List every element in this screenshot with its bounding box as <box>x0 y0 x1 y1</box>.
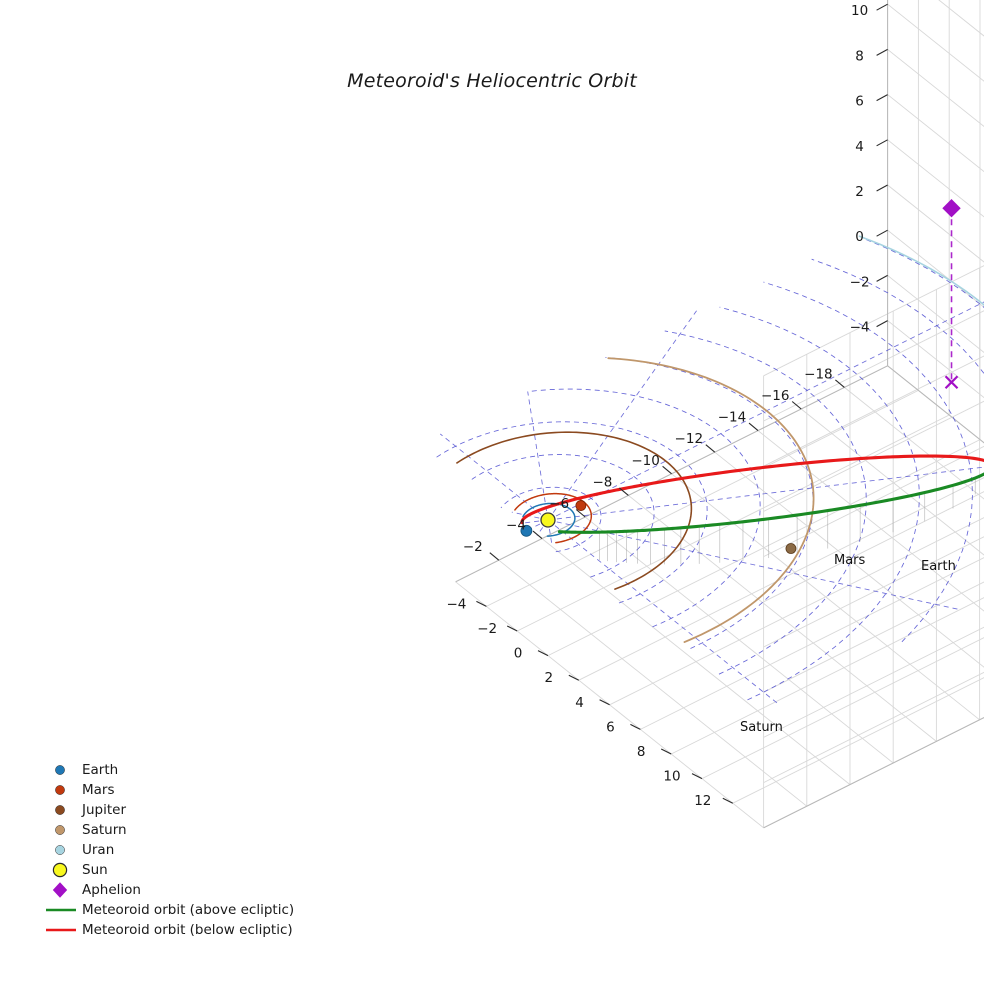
polar-grid <box>436 238 984 705</box>
tick-label: −2 <box>477 621 497 637</box>
legend-label: Mars <box>82 782 115 798</box>
legend-item[interactable]: Meteoroid orbit (above ecliptic) <box>46 902 294 918</box>
tick-label: 8 <box>637 744 646 760</box>
tick-label: 4 <box>575 695 584 711</box>
legend-item[interactable]: Saturn <box>55 822 127 838</box>
axis-ticks: −18−16−14−12−10−8−6−4−2−4−20246810121210… <box>446 3 888 809</box>
meteoroid-orbit <box>520 454 984 534</box>
tick-label: 12 <box>694 793 711 809</box>
legend-item[interactable]: Jupiter <box>55 802 126 818</box>
page-title: Meteoroid's Heliocentric Orbit <box>347 70 637 92</box>
legend-label: Uran <box>82 842 114 858</box>
tick-label: −18 <box>804 366 833 382</box>
legend-marker-dot <box>55 845 65 855</box>
legend-item[interactable]: Sun <box>52 862 108 878</box>
legend-marker-dot <box>55 825 65 835</box>
solar-bodies: Earth Mars Saturn <box>520 199 961 735</box>
legend-label: Saturn <box>82 822 127 838</box>
legend[interactable]: Earth Mars Jupiter Saturn Uran Sun Aphelion Met… <box>46 762 294 938</box>
tick-label: 6 <box>855 94 864 110</box>
tick-label: 0 <box>514 646 523 662</box>
orbit-drop-lines <box>599 478 976 565</box>
legend-label: Aphelion <box>82 882 141 898</box>
tick-label: 0 <box>855 229 864 245</box>
legend-marker-dot <box>55 765 65 775</box>
legend-item[interactable]: Earth <box>55 762 118 778</box>
tick-label: −4 <box>850 320 870 336</box>
legend-item[interactable]: Aphelion <box>52 882 141 898</box>
tick-label: 6 <box>606 719 615 735</box>
legend-item[interactable]: Mars <box>55 782 115 798</box>
legend-marker-dot <box>55 785 65 795</box>
legend-marker-dot <box>55 805 65 815</box>
tick-label: −4 <box>446 596 466 612</box>
axes-panes <box>455 0 984 829</box>
legend-label: Earth <box>82 762 118 778</box>
tick-label: −16 <box>761 388 790 404</box>
legend-item[interactable]: Uran <box>55 842 114 858</box>
tick-label: −10 <box>631 453 660 469</box>
legend-label: Meteoroid orbit (below ecliptic) <box>82 922 293 938</box>
tick-label: −2 <box>463 539 483 555</box>
legend-marker-sun <box>52 862 68 878</box>
tick-label: −12 <box>675 431 704 447</box>
tick-label: 2 <box>855 184 864 200</box>
tick-label: 8 <box>855 48 864 64</box>
tick-label: −6 <box>549 496 569 512</box>
tick-label: 4 <box>855 139 864 155</box>
legend-item[interactable]: Meteoroid orbit (below ecliptic) <box>46 922 293 938</box>
tick-label: 10 <box>851 3 868 19</box>
tick-label: −8 <box>592 474 612 490</box>
label-mars: Mars <box>834 553 866 568</box>
legend-marker-diamond <box>52 882 68 898</box>
tick-label: 10 <box>663 769 680 785</box>
label-saturn: Saturn <box>740 720 783 735</box>
tick-label: 2 <box>545 670 554 686</box>
legend-label: Sun <box>82 862 108 878</box>
tick-label: −4 <box>506 518 526 534</box>
legend-label: Jupiter <box>81 802 126 818</box>
legend-label: Meteoroid orbit (above ecliptic) <box>82 902 294 918</box>
label-earth: Earth <box>921 559 956 574</box>
tick-label: −14 <box>718 410 747 426</box>
tick-label: −2 <box>850 274 870 290</box>
